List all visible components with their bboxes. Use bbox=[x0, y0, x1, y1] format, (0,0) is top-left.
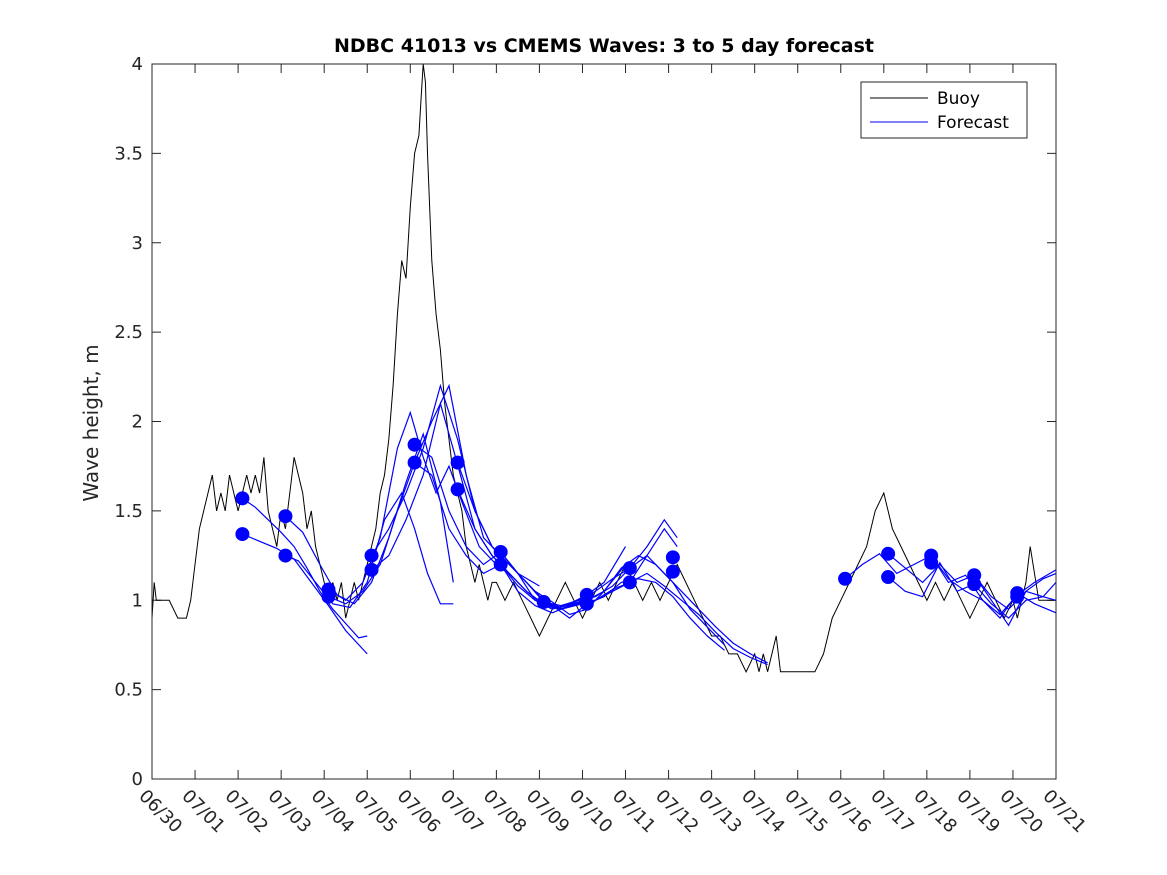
y-tick-label: 2 bbox=[132, 412, 143, 433]
y-tick-label: 2.5 bbox=[114, 322, 143, 343]
y-tick-label: 0 bbox=[132, 769, 143, 790]
y-axis-label: Wave height, m bbox=[79, 344, 103, 501]
forecast-marker bbox=[364, 562, 379, 577]
forecast-marker bbox=[622, 575, 637, 590]
legend: Buoy Forecast bbox=[860, 81, 1028, 139]
forecast-marker bbox=[881, 546, 896, 561]
forecast-marker bbox=[407, 455, 422, 470]
forecast-run-line bbox=[930, 555, 1057, 620]
forecast-marker bbox=[1010, 589, 1025, 604]
forecast-run-line bbox=[457, 489, 678, 610]
plot-area: 00.511.522.533.5406/3007/0107/0207/0307/… bbox=[114, 54, 1090, 837]
y-tick-label: 1.5 bbox=[114, 501, 143, 522]
forecast-marker bbox=[407, 437, 422, 452]
forecast-marker bbox=[924, 555, 939, 570]
forecast-marker bbox=[235, 491, 250, 506]
plot-background bbox=[152, 64, 1056, 779]
forecast-marker bbox=[622, 561, 637, 576]
legend-box bbox=[860, 81, 1028, 139]
forecast-run-line bbox=[284, 431, 454, 605]
forecast-run-line bbox=[242, 497, 368, 639]
plot-frame bbox=[151, 63, 1057, 780]
forecast-marker bbox=[493, 557, 508, 572]
forecast-marker bbox=[235, 527, 250, 542]
y-tick-label: 1 bbox=[132, 590, 143, 611]
forecast-marker bbox=[364, 548, 379, 563]
forecast-marker bbox=[665, 550, 680, 565]
forecast-run-line bbox=[242, 533, 368, 655]
y-tick-label: 3.5 bbox=[114, 143, 143, 164]
forecast-markers bbox=[235, 437, 1025, 611]
y-tick-label: 3 bbox=[132, 233, 143, 254]
legend-buoy-label: Buoy bbox=[937, 89, 980, 109]
forecast-marker bbox=[579, 596, 594, 611]
forecast-marker bbox=[665, 564, 680, 579]
forecast-marker bbox=[321, 589, 336, 604]
forecast-marker bbox=[278, 548, 293, 563]
forecast-run-line bbox=[328, 410, 510, 602]
forecast-marker bbox=[967, 577, 982, 592]
forecast-marker bbox=[493, 544, 508, 559]
forecast-marker bbox=[278, 509, 293, 524]
forecast-marker bbox=[881, 570, 896, 585]
forecast-run-line bbox=[973, 574, 1057, 627]
y-tick-label: 0.5 bbox=[114, 680, 143, 701]
legend-forecast-label: Forecast bbox=[937, 113, 1009, 133]
forecast-marker bbox=[450, 482, 465, 497]
forecast-marker bbox=[450, 455, 465, 470]
forecast-marker bbox=[838, 571, 853, 586]
forecast-marker bbox=[536, 595, 551, 610]
chart-title: NDBC 41013 vs CMEMS Waves: 3 to 5 day fo… bbox=[334, 35, 874, 57]
y-tick-label: 4 bbox=[132, 54, 143, 75]
